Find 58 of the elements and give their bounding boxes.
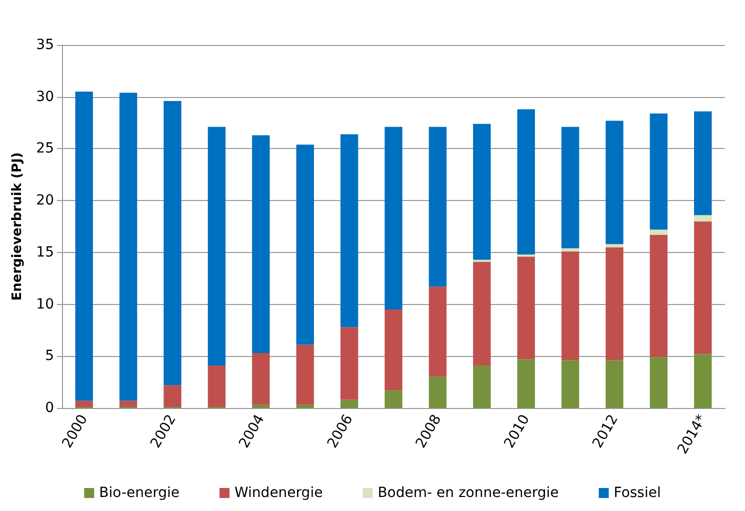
y-tick-label: 20 — [36, 192, 54, 209]
bar — [694, 221, 712, 354]
y-tick-label: 15 — [36, 244, 54, 260]
bar — [606, 247, 624, 360]
bar — [384, 126, 402, 310]
bar — [561, 126, 580, 248]
bar — [208, 126, 226, 366]
bar — [650, 357, 668, 408]
bar — [340, 400, 358, 408]
bar — [119, 400, 138, 407]
y-tick-label: 5 — [45, 348, 54, 364]
legend-label: Windenergie — [234, 485, 323, 501]
bar — [384, 390, 402, 408]
bar — [473, 365, 491, 408]
bar — [561, 248, 580, 252]
bar — [252, 404, 270, 408]
bar — [606, 360, 624, 408]
bar — [694, 111, 712, 216]
y-tick-label: 25 — [36, 140, 54, 157]
bar — [517, 359, 535, 408]
bar — [252, 353, 270, 405]
bar — [119, 92, 138, 401]
bar — [650, 234, 668, 358]
y-axis-title: Energieverbruik (PJ) — [10, 152, 25, 301]
y-tick-label: 10 — [36, 296, 54, 312]
bar — [296, 344, 314, 405]
legend-label: Bio-energie — [99, 485, 180, 501]
bar — [606, 120, 624, 244]
bar — [252, 135, 270, 354]
bar — [75, 400, 93, 407]
bar — [296, 404, 314, 408]
bar — [650, 113, 668, 230]
bar — [164, 385, 182, 407]
bar — [164, 101, 182, 386]
bar — [650, 230, 668, 235]
bar — [606, 244, 624, 248]
legend-label: Fossiel — [614, 485, 661, 501]
legend-label: Bodem- en zonne-energie — [378, 485, 559, 501]
bar — [340, 327, 358, 400]
bar — [694, 215, 712, 222]
y-tick-label: 30 — [36, 88, 54, 105]
bar — [208, 365, 226, 407]
bar — [473, 262, 491, 366]
bar — [75, 92, 93, 401]
y-tick-label: 0 — [45, 400, 54, 416]
y-tick-label: 35 — [36, 37, 54, 53]
bar — [473, 124, 491, 260]
bar — [428, 126, 447, 287]
bar — [694, 354, 712, 408]
bar — [428, 286, 447, 377]
bar — [296, 144, 314, 345]
bar — [340, 134, 358, 328]
bar — [517, 109, 535, 255]
bar — [561, 251, 580, 360]
bar — [561, 360, 580, 408]
bar — [428, 376, 447, 408]
bar — [384, 309, 402, 390]
bar — [517, 256, 535, 360]
